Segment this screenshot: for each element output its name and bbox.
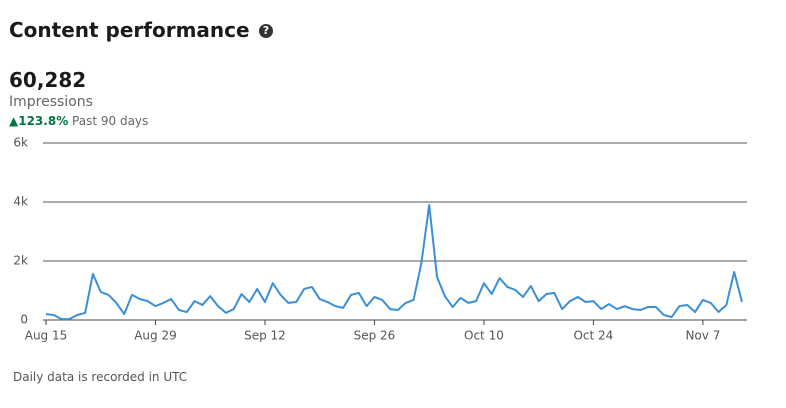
card-title: Content performance (9, 18, 250, 42)
x-tick-label: Nov 7 (685, 329, 720, 343)
metric-label: Impressions (9, 94, 93, 110)
footnote: Daily data is recorded in UTC (13, 370, 188, 384)
help-icon[interactable]: ? (259, 24, 273, 38)
y-tick-label: 2k (13, 254, 28, 268)
period: Past 90 days (72, 114, 149, 128)
y-tick-label: 6k (13, 136, 28, 150)
x-tick-label: Sep 12 (244, 329, 286, 343)
x-tick-label: Oct 24 (573, 329, 613, 343)
x-tick-label: Aug 15 (25, 329, 68, 343)
change-row: ▲123.8% Past 90 days (9, 114, 148, 128)
y-tick-label: 4k (13, 195, 28, 209)
series-line (45, 203, 743, 321)
x-tick-label: Sep 26 (354, 329, 396, 343)
change-value: ▲123.8% (9, 114, 69, 128)
x-tick-label: Oct 10 (464, 329, 504, 343)
total-value: 60,282 (9, 68, 87, 92)
y-tick-label: 0 (20, 313, 28, 327)
x-tick-label: Aug 29 (134, 329, 177, 343)
change-pct: 123.8% (18, 114, 69, 128)
